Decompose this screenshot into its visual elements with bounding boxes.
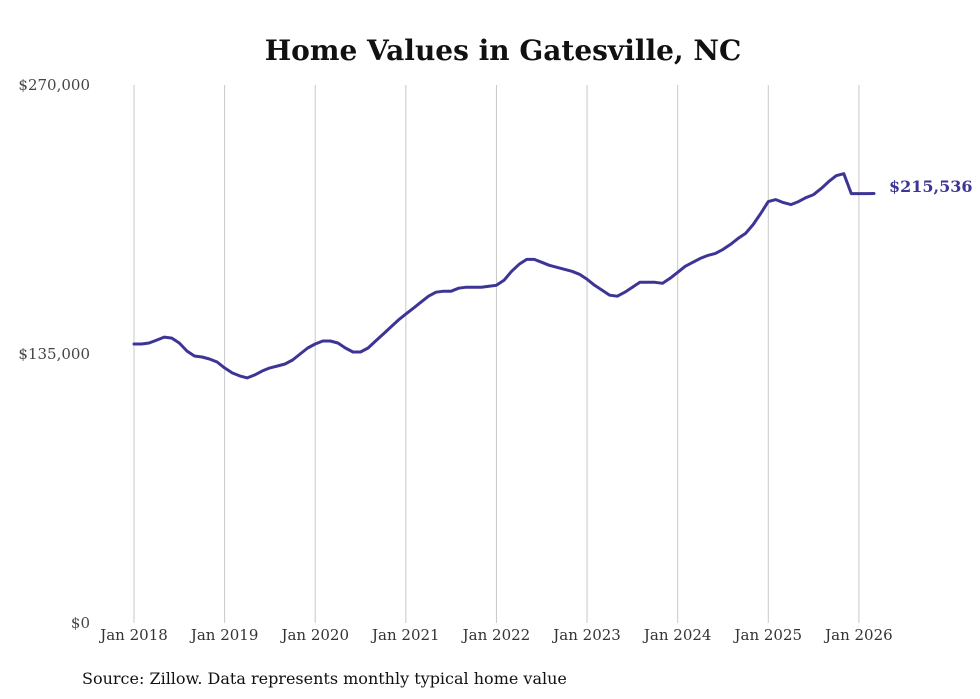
x-tick-label: Jan 2026 — [823, 626, 893, 644]
x-tick-label: Jan 2023 — [551, 626, 621, 644]
y-tick-label: $270,000 — [18, 76, 90, 94]
x-tick-label: Jan 2022 — [461, 626, 531, 644]
y-axis-ticks: $0 $135,000 $270,000 — [18, 76, 90, 632]
x-tick-label: Jan 2020 — [279, 626, 349, 644]
x-tick-label: Jan 2024 — [642, 626, 712, 644]
x-tick-label: Jan 2019 — [189, 626, 259, 644]
grid-lines — [133, 85, 860, 623]
source-note: Source: Zillow. Data represents monthly … — [82, 669, 567, 688]
x-axis-ticks: Jan 2018 Jan 2019 Jan 2020 Jan 2021 Jan 2022… — [98, 626, 892, 644]
series-line — [132, 172, 876, 380]
end-value-label: $215,536 — [889, 177, 973, 196]
x-tick-label: Jan 2018 — [98, 626, 168, 644]
x-tick-label: Jan 2025 — [733, 626, 803, 644]
y-tick-label: $0 — [71, 614, 90, 632]
chart-title: Home Values in Gatesville, NC — [265, 34, 742, 67]
x-tick-label: Jan 2021 — [370, 626, 440, 644]
y-tick-label: $135,000 — [18, 345, 90, 363]
